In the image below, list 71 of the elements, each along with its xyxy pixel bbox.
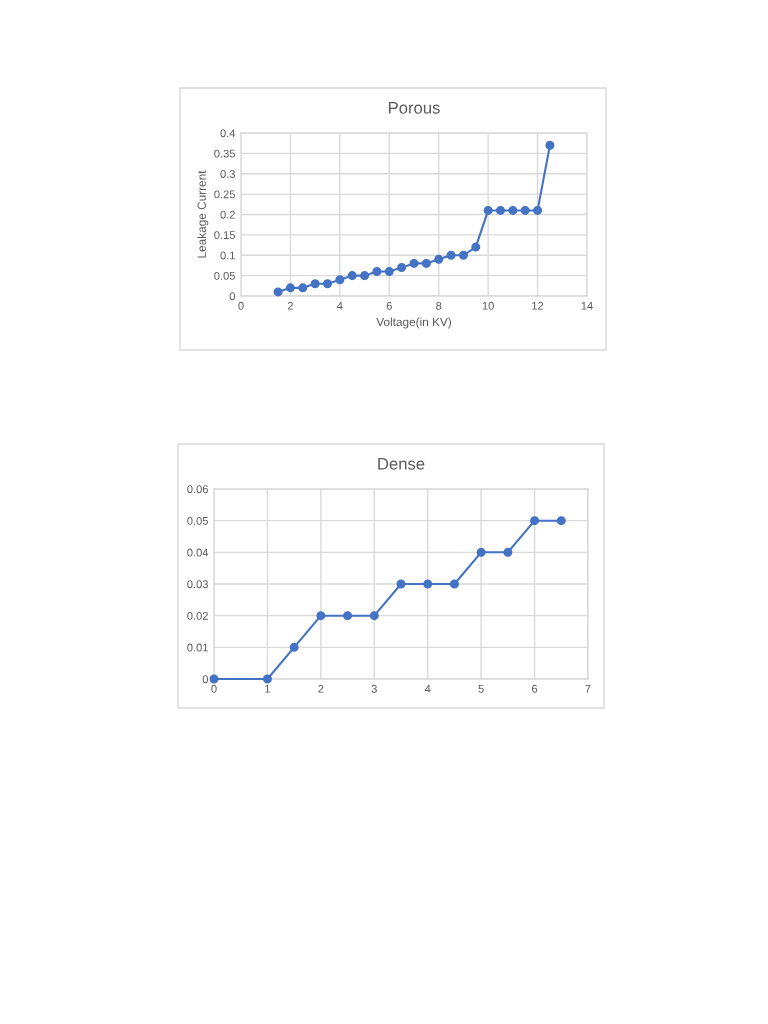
point xyxy=(423,579,433,589)
x-tick-label: 6 xyxy=(386,301,392,310)
point xyxy=(483,205,493,215)
x-tick-label: 1 xyxy=(265,684,270,693)
point xyxy=(372,267,382,277)
x-tick-label: 10 xyxy=(482,301,494,310)
x-tick-label: 3 xyxy=(371,684,377,693)
point xyxy=(209,674,219,684)
y-tick-label: 0.25 xyxy=(214,190,235,199)
point xyxy=(449,579,459,589)
y-tick-label: 0.15 xyxy=(214,231,235,240)
point xyxy=(397,262,407,272)
point xyxy=(316,611,326,621)
point xyxy=(298,283,308,293)
x-tick-label: 2 xyxy=(318,684,324,693)
x-tick-label: 5 xyxy=(478,684,484,693)
point xyxy=(409,258,419,268)
point xyxy=(335,275,345,285)
point xyxy=(446,250,456,260)
point xyxy=(310,279,320,289)
point xyxy=(530,516,540,526)
chart-title: Dense xyxy=(378,458,425,470)
point xyxy=(262,674,272,684)
point xyxy=(322,279,333,289)
y-tick-label: 0 xyxy=(229,292,236,301)
x-tick-label: 12 xyxy=(532,301,544,310)
point xyxy=(289,642,299,652)
point xyxy=(369,611,379,621)
x-tick-label: 7 xyxy=(585,684,591,693)
point xyxy=(285,283,295,293)
x-tick-label: 0 xyxy=(238,301,244,310)
y-tick-label: 0.3 xyxy=(220,170,235,178)
point xyxy=(495,205,506,215)
x-tick-label: 4 xyxy=(424,684,431,693)
x-tick-label: 14 xyxy=(581,301,593,310)
y-tick-label: 0.04 xyxy=(187,548,209,557)
x-tick-label: 4 xyxy=(337,301,343,310)
point xyxy=(343,611,353,621)
point xyxy=(347,271,357,281)
chart-title: Porous xyxy=(388,102,440,114)
point xyxy=(360,271,370,281)
y-tick-label: 0.1 xyxy=(220,251,235,260)
point xyxy=(476,547,486,557)
y-tick-label: 0 xyxy=(202,675,209,684)
y-tick-label: 0.01 xyxy=(187,643,208,652)
y-tick-label: 0.2 xyxy=(220,210,235,219)
point xyxy=(273,287,283,297)
point xyxy=(396,579,406,589)
y-tick-label: 0.02 xyxy=(187,611,208,620)
x-tick-label: 8 xyxy=(436,301,442,310)
y-tick-label: 0.05 xyxy=(187,516,208,525)
y-tick-label: 0.05 xyxy=(214,271,235,280)
y-tick-label: 0.06 xyxy=(187,485,208,494)
point xyxy=(556,516,566,526)
point xyxy=(471,242,481,252)
x-tick-label: 6 xyxy=(532,684,538,693)
point xyxy=(384,267,394,277)
x-axis-title: Voltage(in KV) xyxy=(376,317,451,329)
point xyxy=(503,547,513,557)
point xyxy=(421,258,431,268)
y-tick-label: 0.4 xyxy=(220,129,236,138)
point xyxy=(458,250,468,260)
point xyxy=(508,205,518,215)
point xyxy=(520,205,530,215)
point xyxy=(545,140,555,150)
point xyxy=(533,205,543,215)
x-tick-label: 2 xyxy=(287,301,293,310)
y-axis-title: Leakage Current xyxy=(197,170,209,258)
y-tick-label: 0.35 xyxy=(214,149,235,158)
y-tick-label: 0.03 xyxy=(187,580,208,589)
point xyxy=(434,254,444,264)
